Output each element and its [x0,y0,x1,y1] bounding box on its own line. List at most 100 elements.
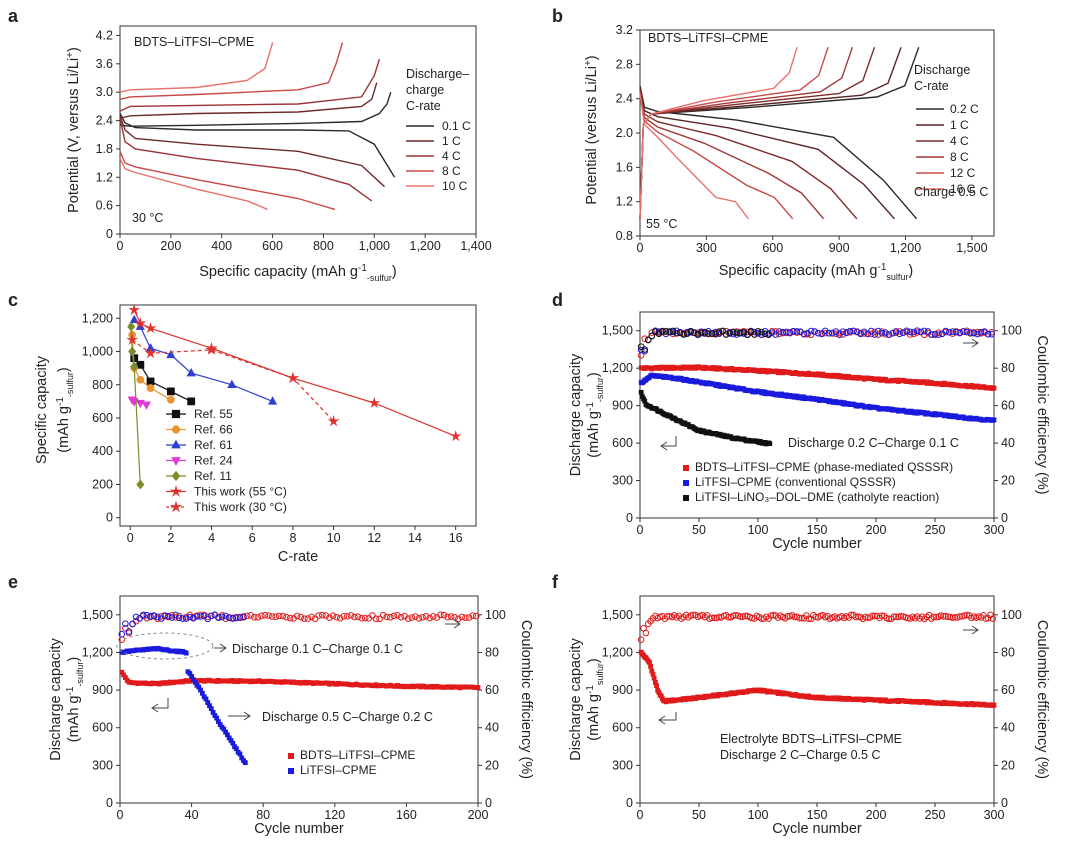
ce-point [982,615,990,622]
y-tick-label: 0 [626,796,633,810]
y-axis-label-units-text: (mAh g-1sulfur) [585,658,606,741]
legend-swatch [683,465,689,471]
ce-point [132,613,140,621]
ce-point [412,613,419,620]
charge-curve [639,46,920,219]
data-point [166,395,175,404]
ce-point [642,629,650,637]
capacity-point [242,760,248,766]
ce-point [283,613,290,621]
ce-point [229,615,237,622]
y-axis-label-units-part: (mAh g [586,411,602,458]
y-axis-label-units: (mAh g-1sulfur) [585,658,606,741]
ce-point [821,329,829,337]
y-tick-label: 1,200 [602,645,633,659]
y-tick-label: 1,500 [602,608,633,622]
ce-point [930,613,938,621]
data-point [449,430,462,442]
x-tick-label: 150 [807,808,828,822]
x-tick-label: 40 [185,808,199,822]
protocol-label: Discharge 2 C–Charge 0.5 C [720,748,881,762]
capacity-point [651,675,657,681]
x-tick-label: 100 [748,808,769,822]
ce-point [744,328,751,336]
y-axis-label-text: Discharge capacity [568,353,584,476]
x-axis-label-part: Specific capacity (mAh g [719,263,878,279]
y-tick-label: 1,200 [82,645,113,659]
x-tick-label: 0 [117,808,124,822]
legend-swatch [683,495,689,501]
series-line [131,339,335,422]
ce-point [885,331,893,338]
ce-point [917,328,925,336]
x-tick-label: 1,200 [410,239,441,253]
legend-label: 10 C [442,179,468,193]
ce-point [960,328,967,335]
legend-label: 0.1 C [442,119,471,133]
y-axis-label-units-text: (mAh g-1-sulfur) [585,372,606,458]
y-axis-label-part: Discharge capacity [568,638,584,761]
ce-point [784,612,791,620]
ce-point [956,613,964,620]
x-axis-label-part: -1 [358,263,367,274]
y-axis-label-units-part: (mAh g [586,694,602,741]
ce-point [984,330,992,338]
x-tick-label: 200 [468,808,489,822]
ce-point [694,330,702,338]
legend-label: LiTFSI–LiNO₃–DOL–DME (catholyte reaction… [695,490,939,504]
plot-frame [119,595,479,804]
legend-marker [169,500,183,513]
x-tick-label: 0 [637,523,644,537]
ce-point [741,612,749,620]
x-tick-label: 1,400 [460,239,491,253]
charge-curve [119,42,344,100]
y2-tick-label: 80 [485,645,499,659]
discharge-curve [119,158,268,211]
panel-title: BDTS–LiTFSI–CPME [648,31,768,45]
ce-point [775,330,783,338]
data-point [146,384,155,392]
y-tick-label: 300 [92,758,113,772]
ce-point [308,613,315,621]
ce-point [878,329,886,337]
panel-d: 0 50 100 150 200 250 30003006009001,2001,50002… [552,290,1022,552]
ce-point [659,327,666,335]
legend-label: 16 C [950,182,976,196]
panel-letter: a [8,6,19,26]
ce-point [708,330,716,337]
ce-point [315,612,322,619]
y-tick-label: 0 [106,227,113,241]
y2-tick-label: 20 [1001,758,1015,772]
ce-point [931,330,939,338]
ce-point [383,613,391,621]
ce-point [853,328,861,336]
charge-curve [119,42,274,93]
ce-point [765,331,772,339]
x-axis-label-text: Specific capacity (mAh g-1sulfur) [719,262,914,283]
y2-tick-label: 20 [485,758,499,772]
ce-point [408,614,416,621]
ce-point [869,612,876,619]
x-tick-label: 800 [313,239,334,253]
ce-point [379,611,387,619]
ce-point [472,612,480,620]
ce-point [949,614,957,622]
left-axis-arrow [151,698,169,713]
ce-point [136,615,143,622]
ce-point [758,331,765,339]
legend-label: 12 C [950,166,976,180]
ce-point [921,327,928,335]
ce-point [272,613,280,620]
ce-point [903,327,910,335]
ce-point [726,330,733,337]
ce-point [729,330,737,338]
ce-point [790,327,797,335]
ce-point [204,613,212,621]
legend-label: 0.2 C [950,102,979,116]
x-tick-label: 1,500 [956,241,987,255]
panel-letter: c [8,290,18,310]
ce-point [447,613,455,620]
y-tick-label: 900 [92,683,113,697]
x-tick-label: 50 [692,808,706,822]
y-axis-label-part: Specific capacity [34,355,50,464]
